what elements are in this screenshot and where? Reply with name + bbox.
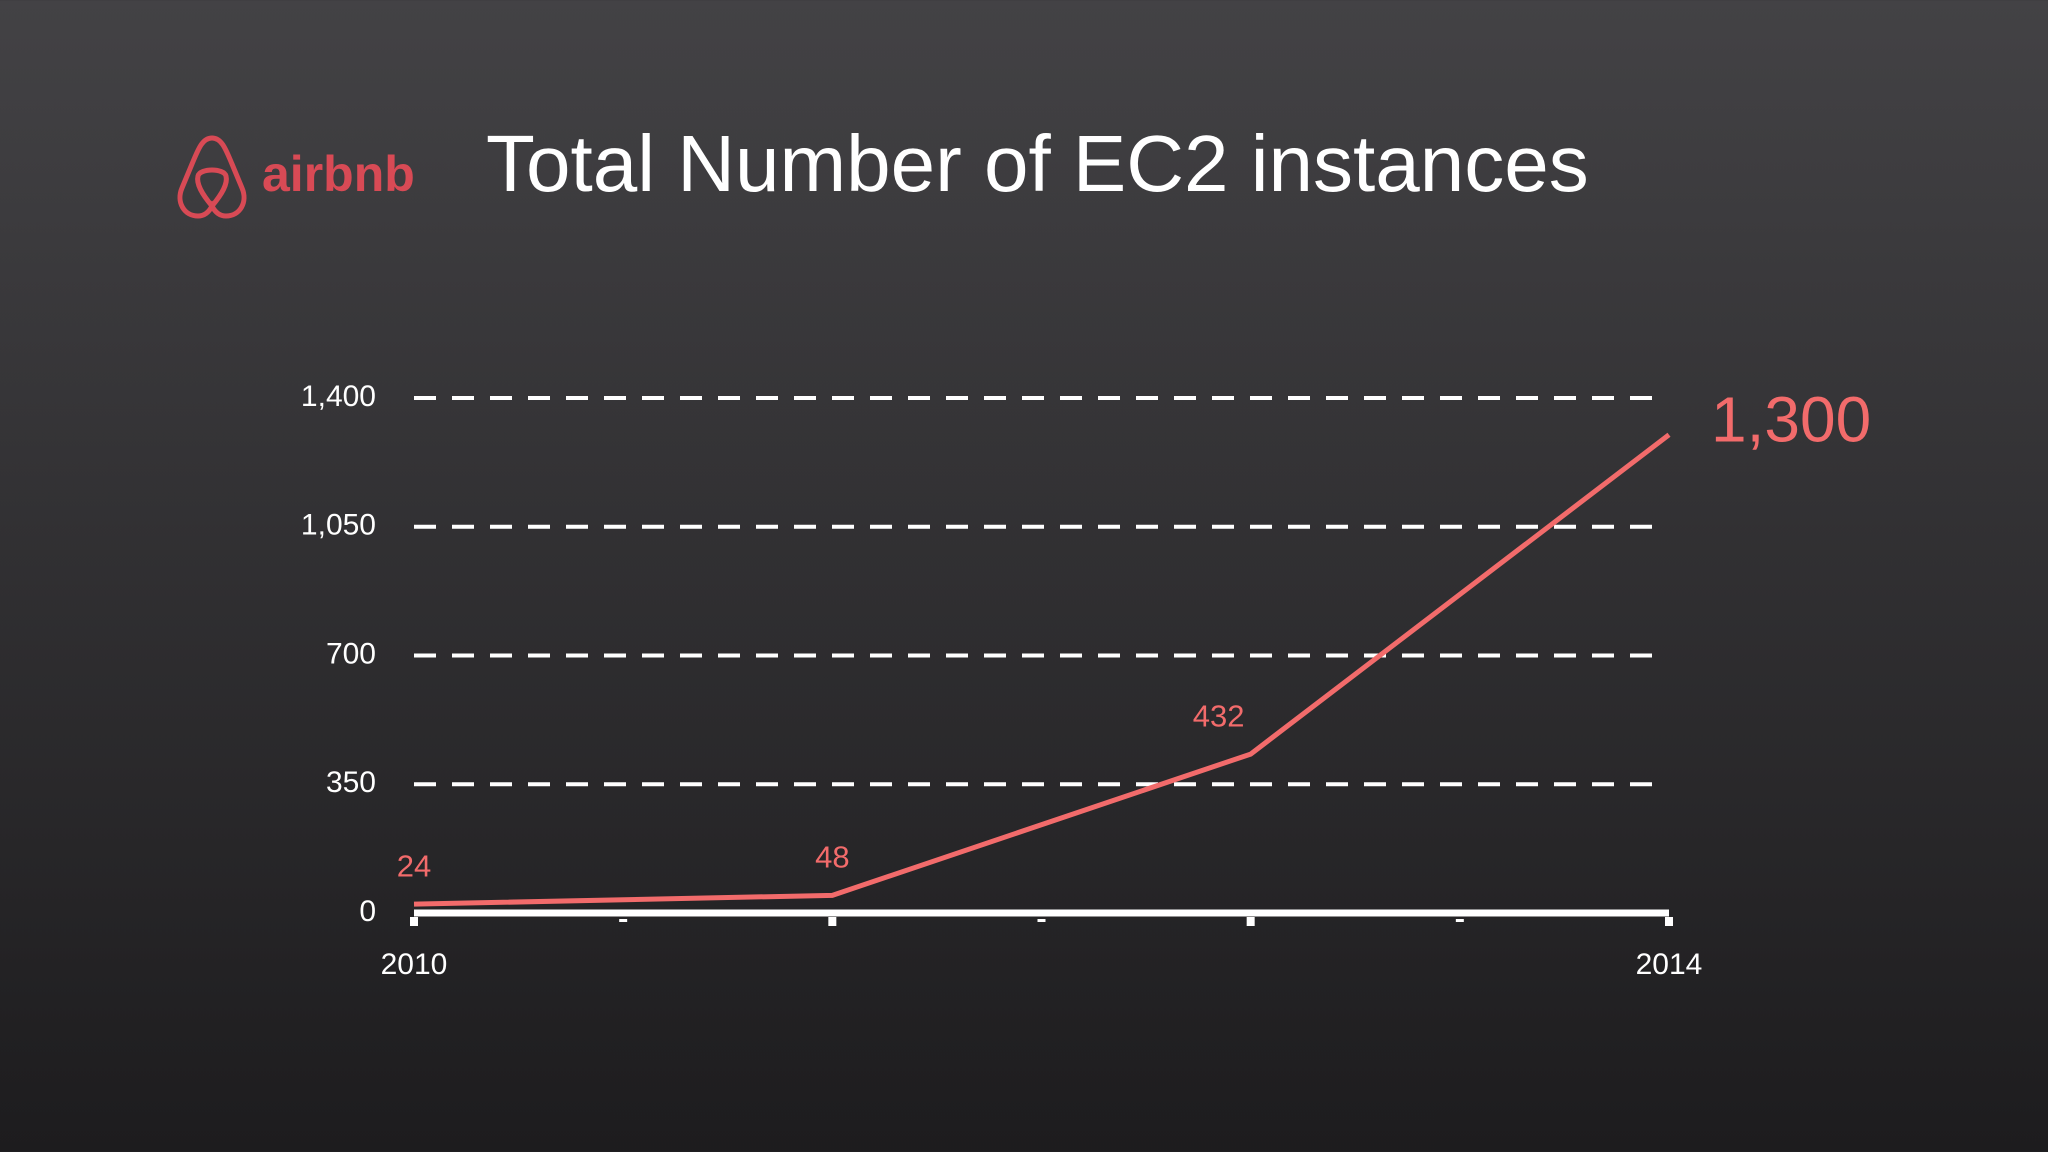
x-tick-label: 2010 — [381, 948, 448, 981]
y-tick-label: 700 — [326, 637, 376, 670]
y-tick-label: 350 — [326, 766, 376, 799]
data-label: 432 — [1193, 698, 1245, 733]
chart-title: Total Number of EC2 instances — [486, 119, 1589, 208]
x-minor-tick — [1455, 919, 1464, 922]
x-tick — [1246, 917, 1255, 926]
x-tick — [828, 917, 837, 926]
x-minor-tick — [1037, 919, 1046, 922]
x-tick-label: 2014 — [1636, 948, 1703, 981]
logo-mark-inner — [195, 167, 229, 208]
line — [413, 432, 1671, 907]
data-label: 1,300 — [1711, 384, 1871, 456]
y-tick-label: 1,050 — [301, 509, 376, 542]
logo-text: airbnb — [262, 146, 415, 202]
x-tick — [1665, 917, 1673, 926]
x-tick — [410, 917, 418, 926]
data-label: 48 — [815, 840, 849, 875]
y-tick-label: 0 — [359, 895, 376, 928]
x-minor-tick — [619, 919, 628, 922]
y-tick-label: 1,400 — [301, 380, 376, 413]
data-label: 24 — [397, 848, 431, 883]
logo — [177, 135, 247, 219]
